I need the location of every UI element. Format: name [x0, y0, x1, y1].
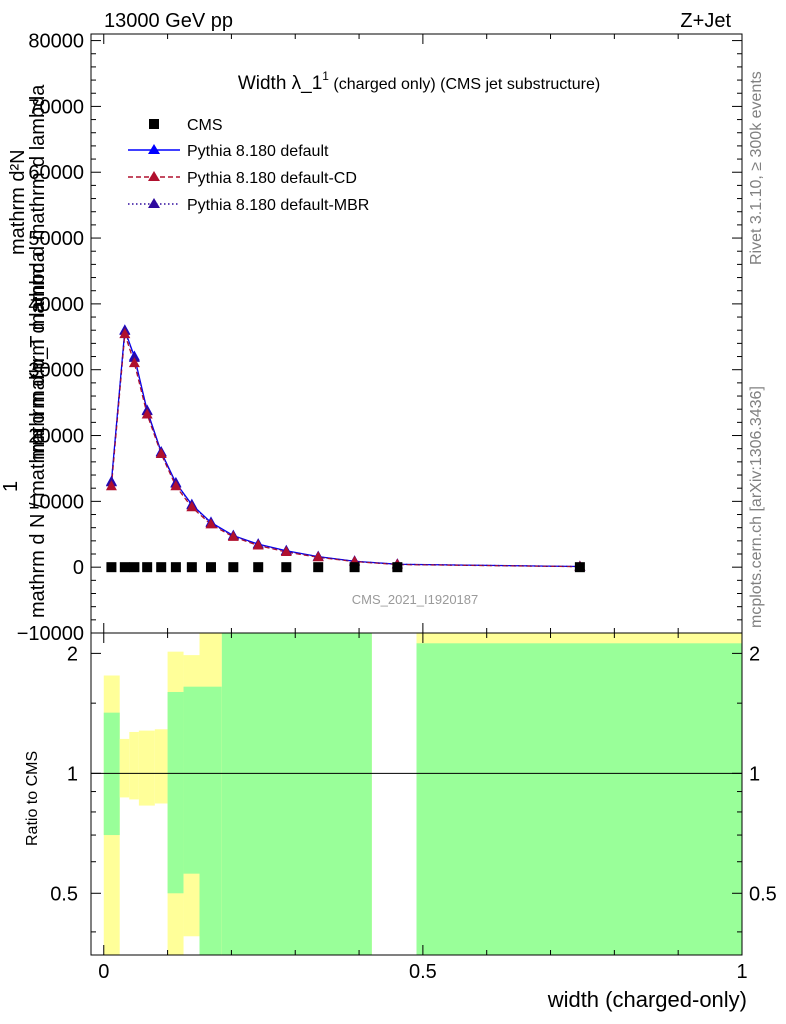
main-plot-area	[105, 324, 586, 573]
chart-title-sup: 1	[322, 69, 329, 83]
main-ylabel-line-1: mathrm d²N	[7, 149, 29, 255]
xlabel: width (charged-only)	[547, 987, 747, 1012]
chart-title: Width λ_11 (charged only) (CMS jet subst…	[238, 69, 600, 94]
ratio-band-inner	[221, 633, 372, 955]
point-cms	[205, 562, 216, 573]
point-default-cd	[252, 539, 264, 550]
mcplots-label: mcplots.cern.ch [arXiv:1306.3436]	[748, 386, 765, 628]
ratio-xtick-label: 0.5	[409, 961, 437, 983]
header-left-label: 13000 GeV pp	[104, 10, 233, 32]
point-cms	[106, 562, 117, 573]
ratio-ytick-label: 1	[67, 763, 78, 785]
main-ylabel-line-2: mathrm d p_T mathrm d mathrm d lambda	[27, 84, 49, 460]
point-default-cd	[312, 551, 324, 562]
legend-entry-cms: CMS	[149, 117, 223, 134]
ratio-band-outer	[138, 730, 155, 806]
ratio-axes: 0.5 0.5 1 1 2 2 0 0.5 1	[50, 633, 777, 983]
ratio-band-inner	[103, 712, 120, 836]
main-ylabel-line-3: 1	[0, 481, 22, 492]
point-cms	[129, 562, 140, 573]
ratio-plot-frame	[90, 632, 743, 956]
point-default-cd	[105, 480, 117, 491]
main-ytick-label: 70000	[28, 96, 84, 118]
point-cms	[574, 562, 585, 573]
point-default-cd	[205, 518, 217, 529]
ratio-ylabel: Ratio to CMS	[24, 751, 41, 846]
point-cms	[392, 562, 403, 573]
ratio-xtick-label: 1	[736, 961, 747, 983]
ratio-xtick-label: 0	[98, 961, 109, 983]
ratio-band-outer	[154, 729, 168, 804]
ratio-band-outer	[119, 738, 130, 798]
point-default-cd	[186, 501, 198, 512]
point-cms	[253, 562, 264, 573]
ratio-band-inner	[183, 686, 200, 874]
main-ytick-label: 60000	[28, 162, 84, 184]
ratio-ytick-label-right: 0.5	[749, 883, 777, 905]
legend-entry-default-mbr: Pythia 8.180 default-MBR	[128, 197, 369, 214]
point-default-cd	[280, 546, 292, 557]
point-default-cd	[141, 408, 153, 419]
legend-marker-cms	[149, 119, 159, 129]
ratio-ytick-label-right: 1	[749, 763, 760, 785]
main-plot: −10000 0 10000 20000 30000 40000 50000 60000 700…	[0, 31, 743, 645]
point-cms	[170, 562, 181, 573]
main-ytick-label: 20000	[28, 426, 84, 448]
point-cms	[119, 562, 130, 573]
series-line-default-mbr	[110, 330, 580, 568]
ratio-plot: 0.5 0.5 1 1 2 2 0 0.5 1 Ratio to CMS width (char…	[24, 632, 777, 1012]
point-cms	[313, 562, 324, 573]
rivet-label: Rivet 3.1.10, ≥ 300k events	[748, 71, 765, 265]
main-ytick-label: 10000	[28, 491, 84, 513]
point-cms	[281, 562, 292, 573]
legend-label-default-mbr: Pythia 8.180 default-MBR	[187, 197, 369, 214]
chart-title-rest: (charged only) (CMS jet substructure)	[329, 76, 600, 93]
main-ytick-label: 40000	[28, 294, 84, 316]
legend: CMS Pythia 8.180 default Pythia 8.180 de…	[128, 117, 369, 214]
ratio-band-outer	[129, 731, 139, 800]
main-y-axis: −10000 0 10000 20000 30000 40000 50000 60000 700…	[17, 31, 743, 645]
legend-marker-default-mbr	[148, 198, 160, 208]
ratio-ytick-label: 0.5	[50, 883, 78, 905]
point-cms	[349, 562, 360, 573]
legend-marker-default-cd	[148, 171, 160, 181]
main-ytick-label: −10000	[17, 623, 84, 645]
point-default-cd	[170, 480, 182, 491]
legend-label-default-cd: Pythia 8.180 default-CD	[187, 170, 357, 187]
point-default-cd	[128, 357, 140, 368]
main-ytick-label: 50000	[28, 228, 84, 250]
ratio-bands	[103, 633, 742, 955]
point-cms	[142, 562, 153, 573]
point-cms	[156, 562, 167, 573]
point-cms	[228, 562, 239, 573]
ratio-band-inner	[167, 691, 184, 894]
ratio-ytick-label: 2	[67, 643, 78, 665]
point-default-cd	[227, 530, 239, 541]
point-default-cd	[155, 447, 167, 458]
main-ytick-label: 0	[73, 557, 84, 579]
legend-marker-default	[148, 144, 160, 154]
legend-label-default: Pythia 8.180 default	[187, 143, 329, 160]
legend-entry-default: Pythia 8.180 default	[128, 143, 329, 160]
point-cms	[186, 562, 197, 573]
analysis-watermark: CMS_2021_I1920187	[352, 592, 479, 607]
legend-entry-default-cd: Pythia 8.180 default-CD	[128, 170, 357, 187]
point-default-cd	[119, 328, 131, 339]
ratio-band-inner	[416, 643, 742, 955]
series-line-default-cd	[110, 333, 580, 568]
point-default-mbr	[128, 351, 140, 362]
main-ytick-label: 80000	[28, 31, 84, 53]
main-ytick-label: 30000	[28, 360, 84, 382]
legend-label-cms: CMS	[187, 117, 223, 134]
ratio-ytick-label-right: 2	[749, 643, 760, 665]
series-line-default	[110, 329, 580, 568]
header-right-label: Z+Jet	[680, 10, 731, 32]
main-ylabel-line-4: mathrm d N / mathrm d mathrm d lambda	[27, 250, 49, 618]
chart-title-main: Width λ_1	[238, 73, 322, 94]
ratio-band-inner	[199, 686, 222, 955]
